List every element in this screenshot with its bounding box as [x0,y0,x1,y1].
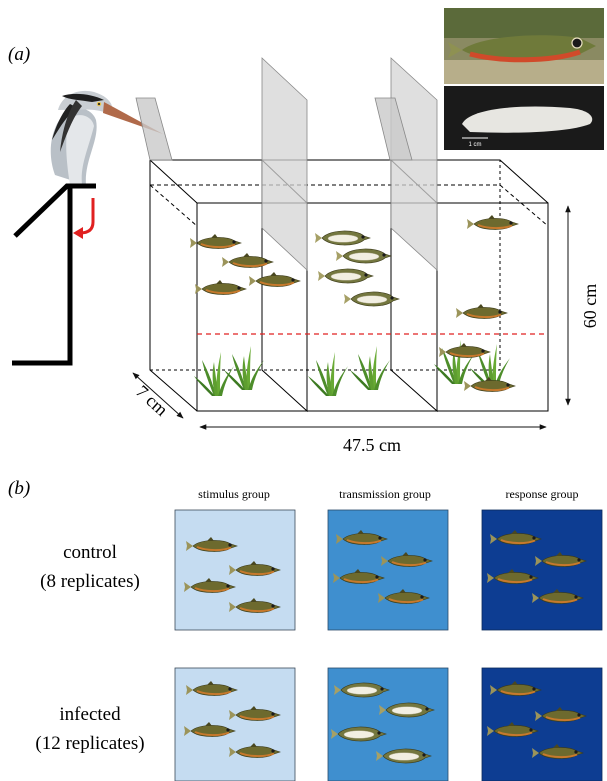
panel-a-label: (a) [8,44,30,65]
fish [189,233,242,250]
column-header-stimulus: stimulus group [198,487,270,501]
box-control-transmission [327,509,449,631]
fish [221,252,274,269]
opaque-partitions [135,57,438,271]
row-sublabel-infected: (12 replicates) [35,733,144,754]
row-label-infected: infected [59,704,121,725]
row-label-control: control [63,542,117,563]
infected-fish [314,230,371,246]
photo-scale-label: 1 cm [468,142,481,148]
box-infected-response [481,667,603,781]
heron-perch [12,183,96,366]
dim-depth-label: 7 cm [132,381,172,420]
fish [438,342,491,359]
box-infected-stimulus [174,667,296,781]
panel-b-label: (b) [8,478,30,499]
plant [350,346,390,390]
heron-illustration [50,90,163,185]
box-infected-transmission [327,667,449,781]
dim-width-label: 47.5 cm [343,435,401,455]
plant [308,352,348,396]
dim-height-label: 60 cm [580,284,600,329]
row-sublabel-control: (8 replicates) [40,571,140,592]
tapeworm-photo: 1 cm [444,86,604,150]
fish [455,303,508,320]
plant [224,346,264,390]
fish [466,214,519,231]
column-header-transmission: transmission group [339,487,431,501]
stickleback-photo [444,8,604,84]
fish [463,376,516,393]
infected-fish [335,248,392,264]
column-header-response: response group [506,487,579,501]
infected-fish [317,268,374,284]
fish [248,271,301,288]
fish [194,279,247,296]
box-control-response [481,509,603,631]
